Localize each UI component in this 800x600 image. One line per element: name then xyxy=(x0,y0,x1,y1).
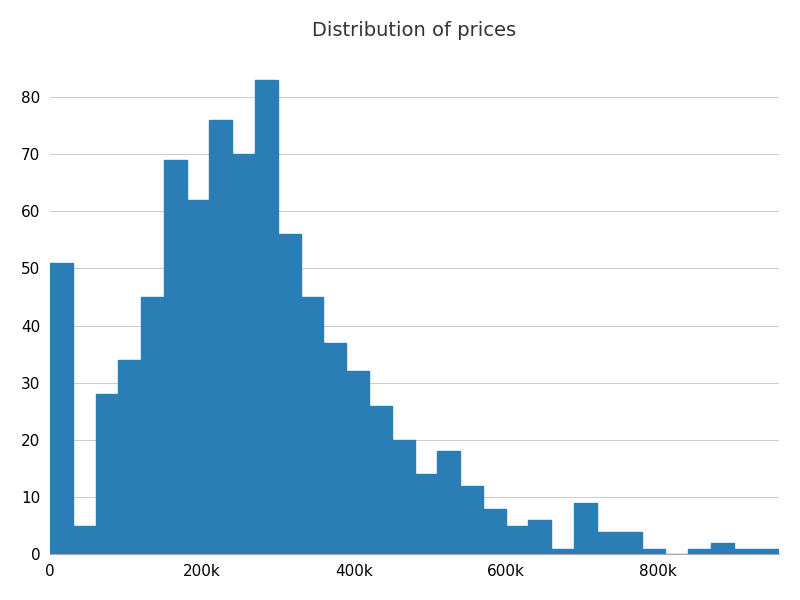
Bar xyxy=(438,451,460,554)
Bar xyxy=(392,440,414,554)
Bar xyxy=(186,200,210,554)
Title: Distribution of prices: Distribution of prices xyxy=(313,21,517,40)
Bar xyxy=(210,119,232,554)
Bar xyxy=(551,549,574,554)
Bar xyxy=(756,549,779,554)
Bar xyxy=(278,234,301,554)
Bar xyxy=(164,160,186,554)
Bar xyxy=(529,520,551,554)
Bar xyxy=(734,549,756,554)
Bar xyxy=(346,371,369,554)
Bar xyxy=(460,486,483,554)
Bar xyxy=(255,80,278,554)
Bar xyxy=(323,343,346,554)
Bar xyxy=(232,154,255,554)
Bar xyxy=(118,360,141,554)
Bar xyxy=(688,549,711,554)
Bar xyxy=(301,297,323,554)
Bar xyxy=(369,406,392,554)
Bar xyxy=(642,549,666,554)
Bar xyxy=(711,543,734,554)
Bar xyxy=(597,532,620,554)
Bar xyxy=(414,475,438,554)
Bar xyxy=(141,297,164,554)
Bar xyxy=(574,503,597,554)
Bar xyxy=(95,394,118,554)
Bar xyxy=(620,532,642,554)
Bar xyxy=(50,263,73,554)
Bar xyxy=(506,526,529,554)
Bar xyxy=(73,526,95,554)
Bar xyxy=(483,509,506,554)
